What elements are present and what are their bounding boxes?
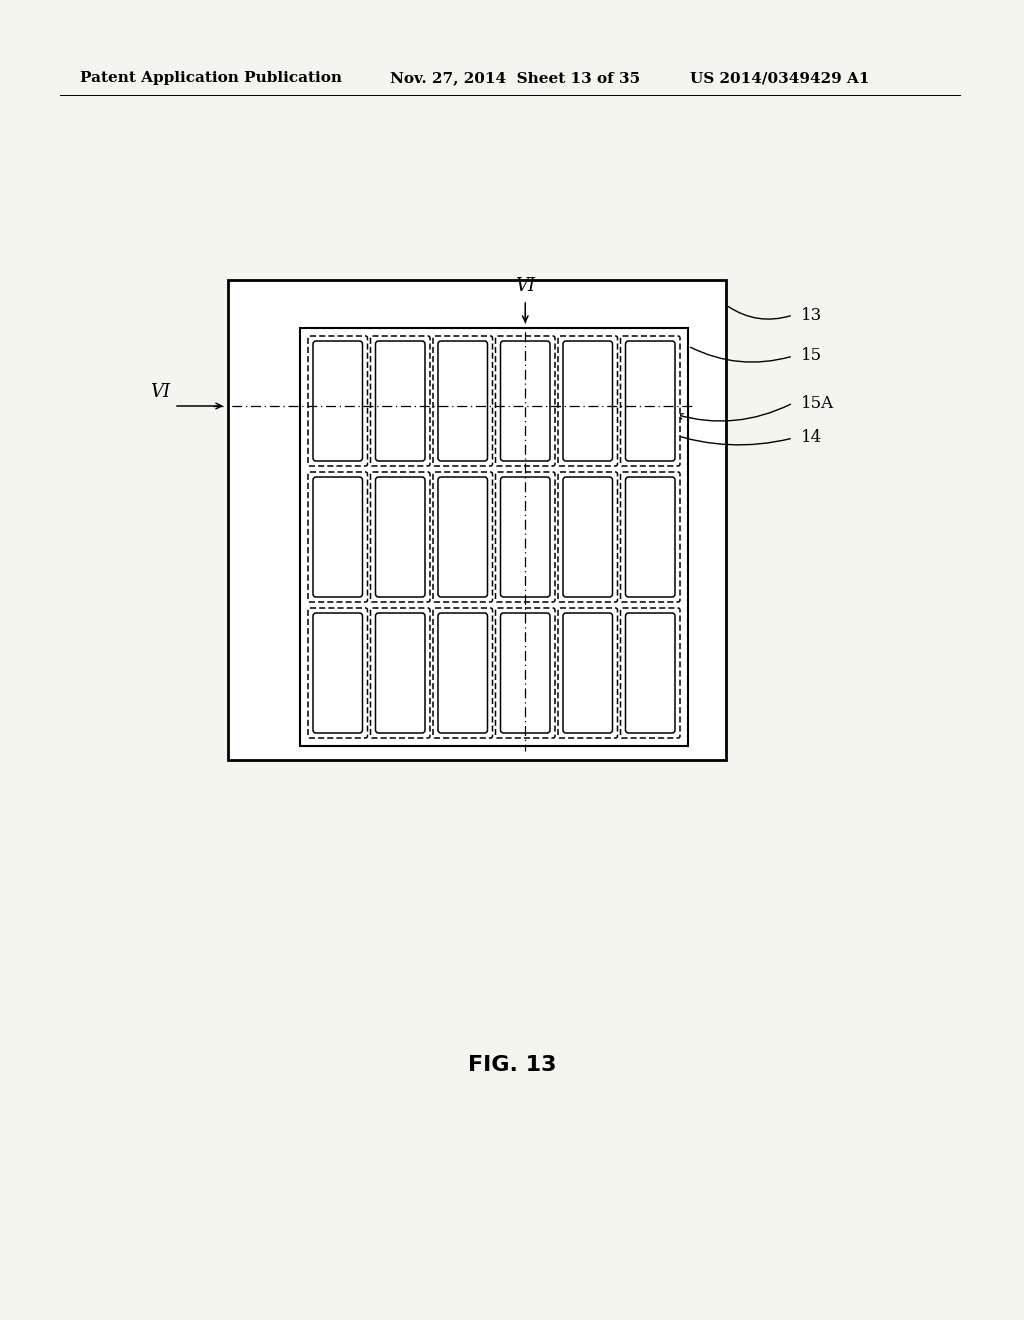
FancyBboxPatch shape (433, 337, 493, 466)
FancyBboxPatch shape (433, 609, 493, 738)
Text: VI: VI (515, 277, 536, 294)
FancyBboxPatch shape (626, 612, 675, 733)
Bar (300, 327, 688, 746)
FancyBboxPatch shape (376, 477, 425, 597)
FancyBboxPatch shape (308, 337, 368, 466)
FancyBboxPatch shape (433, 473, 493, 602)
FancyBboxPatch shape (438, 477, 487, 597)
FancyBboxPatch shape (308, 473, 368, 602)
FancyBboxPatch shape (626, 477, 675, 597)
FancyBboxPatch shape (558, 609, 617, 738)
FancyBboxPatch shape (501, 612, 550, 733)
FancyBboxPatch shape (563, 612, 612, 733)
Text: 15: 15 (801, 347, 822, 364)
FancyBboxPatch shape (376, 341, 425, 461)
Text: 14: 14 (801, 429, 822, 446)
FancyBboxPatch shape (621, 473, 680, 602)
FancyBboxPatch shape (438, 341, 487, 461)
FancyBboxPatch shape (313, 612, 362, 733)
Text: 13: 13 (801, 306, 822, 323)
FancyBboxPatch shape (558, 473, 617, 602)
FancyBboxPatch shape (501, 477, 550, 597)
Text: VI: VI (150, 383, 170, 401)
FancyBboxPatch shape (496, 609, 555, 738)
FancyBboxPatch shape (626, 341, 675, 461)
FancyBboxPatch shape (313, 477, 362, 597)
FancyBboxPatch shape (438, 612, 487, 733)
FancyBboxPatch shape (371, 337, 430, 466)
Text: US 2014/0349429 A1: US 2014/0349429 A1 (690, 71, 869, 84)
Text: 15A: 15A (801, 395, 835, 412)
Text: Nov. 27, 2014  Sheet 13 of 35: Nov. 27, 2014 Sheet 13 of 35 (390, 71, 640, 84)
FancyBboxPatch shape (496, 473, 555, 602)
FancyBboxPatch shape (371, 609, 430, 738)
FancyBboxPatch shape (563, 477, 612, 597)
FancyBboxPatch shape (308, 609, 368, 738)
FancyBboxPatch shape (501, 341, 550, 461)
FancyBboxPatch shape (371, 473, 430, 602)
Bar (228, 280, 726, 760)
FancyBboxPatch shape (621, 609, 680, 738)
FancyBboxPatch shape (313, 341, 362, 461)
Text: Patent Application Publication: Patent Application Publication (80, 71, 342, 84)
Text: FIG. 13: FIG. 13 (468, 1055, 556, 1074)
FancyBboxPatch shape (558, 337, 617, 466)
FancyBboxPatch shape (621, 337, 680, 466)
FancyBboxPatch shape (563, 341, 612, 461)
FancyBboxPatch shape (376, 612, 425, 733)
FancyBboxPatch shape (496, 337, 555, 466)
